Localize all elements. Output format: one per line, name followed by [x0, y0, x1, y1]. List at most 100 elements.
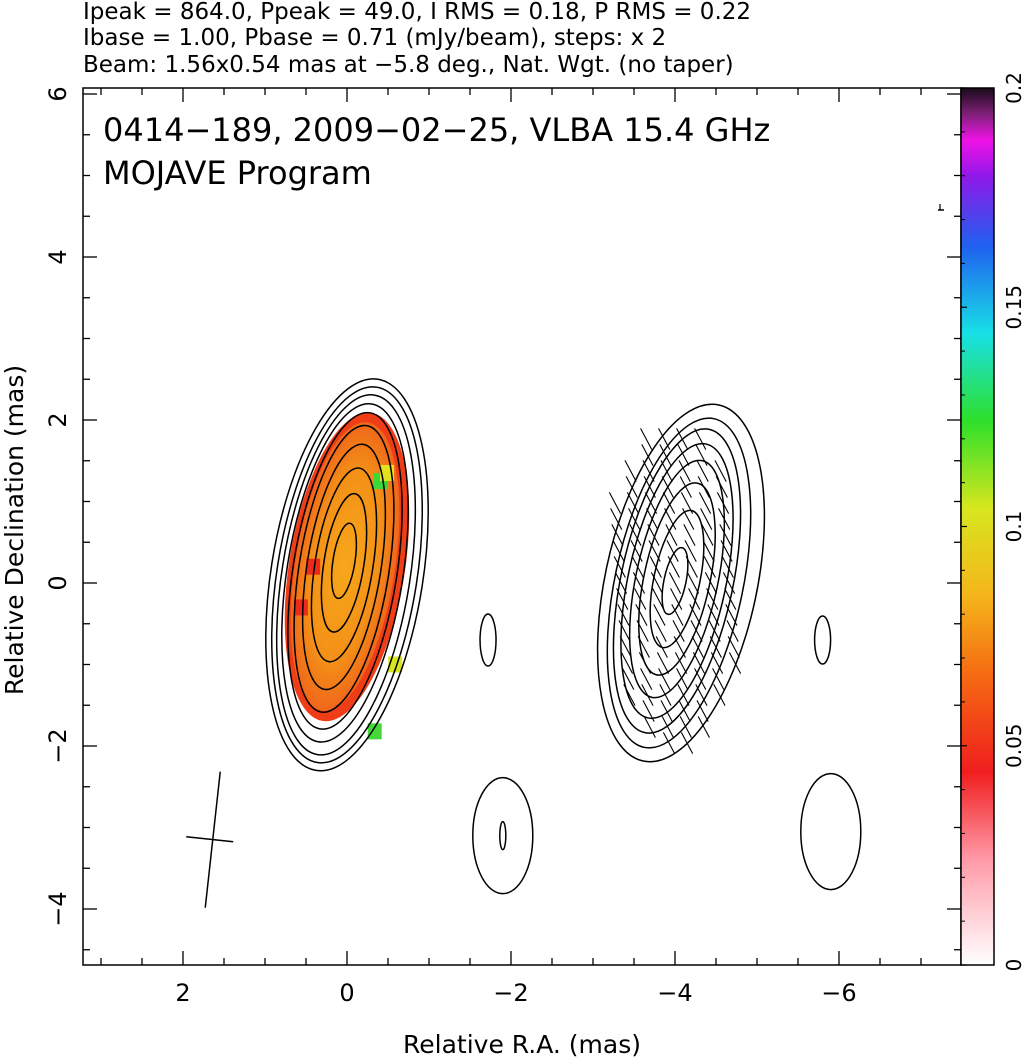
polarization-vector — [608, 492, 622, 514]
polarization-vector — [643, 476, 656, 498]
polarization-vector — [665, 524, 678, 546]
polarization-vector — [707, 604, 720, 626]
polarization-vector — [647, 524, 660, 546]
contour — [270, 386, 424, 764]
polarization-vector — [631, 556, 644, 578]
polarization-vector — [644, 492, 658, 514]
polarization-vector — [642, 700, 655, 722]
polarization-vector — [661, 476, 674, 498]
polarization-vector — [697, 476, 710, 498]
polarization-pixel — [306, 558, 321, 575]
polarization-vector — [667, 556, 680, 578]
polarization-vector — [620, 652, 634, 674]
polarization-vector — [692, 652, 706, 674]
polarization-vector — [674, 652, 688, 674]
polarization-vector — [725, 604, 738, 626]
polarization-vector — [664, 508, 677, 530]
colorbar-tick-label: 0.1 — [1002, 511, 1022, 543]
contour — [293, 424, 395, 713]
polarization-vector — [698, 492, 712, 514]
polarization-vector — [662, 732, 676, 754]
polarization-vector — [689, 604, 702, 626]
polarization-vector — [649, 556, 662, 578]
plot-title: 0414−189, 2009−02−25, VLBA 15.4 GHz — [103, 111, 770, 149]
polarization-vector — [640, 428, 653, 450]
y-tick-label: −2 — [44, 728, 72, 763]
polarization-vector — [671, 604, 684, 626]
colorbar-tick-label: 0.2 — [1002, 72, 1022, 104]
polarization-vector — [646, 508, 659, 530]
polarization-vector — [652, 588, 665, 610]
polarization-vector — [654, 620, 667, 642]
polarization-vector — [617, 604, 630, 626]
polarization-vector — [715, 476, 728, 498]
polarization-vector — [696, 460, 709, 482]
polarization-vector — [680, 732, 694, 754]
polarization-vector — [690, 620, 703, 642]
polarization-vector — [701, 524, 714, 546]
polarization-vector — [679, 716, 692, 738]
polarization-pixel — [367, 723, 382, 740]
polarization-vector — [653, 604, 666, 626]
polarization-vector — [626, 492, 640, 514]
polarization-vector — [718, 508, 731, 530]
plot-subtitle: MOJAVE Program — [103, 154, 372, 192]
contour — [499, 820, 507, 851]
plot-frame — [82, 87, 962, 966]
contour — [628, 459, 726, 699]
image-layer — [186, 204, 944, 908]
y-tick-label: 6 — [44, 86, 72, 101]
polarization-vector — [622, 668, 635, 690]
contour — [287, 411, 403, 730]
polarization-vector — [616, 588, 629, 610]
polarization-vector — [691, 636, 704, 658]
contour — [275, 394, 417, 756]
contour — [320, 492, 368, 633]
polarization-vector — [684, 540, 697, 562]
contour — [638, 482, 716, 676]
polarization-vector — [642, 460, 655, 482]
polarization-vector — [722, 572, 736, 594]
x-tick-label: −2 — [493, 979, 528, 1007]
polarization-vector — [641, 684, 654, 706]
x-axis-label: Relative R.A. (mas) — [403, 1030, 641, 1059]
contour — [606, 417, 752, 749]
header-base-line: Ibase = 1.00, Pbase = 0.71 (mJy/beam), s… — [83, 25, 666, 51]
polarization-vector — [619, 636, 632, 658]
polarization-vector — [696, 700, 709, 722]
x-tick-label: 0 — [339, 979, 354, 1007]
polarization-vector — [728, 652, 742, 674]
polarization-patch — [290, 422, 400, 711]
y-tick-label: 0 — [44, 575, 72, 590]
polarization-vector — [628, 508, 641, 530]
axis-ticks: 2 0 −2 −4 −6 −4 −2 0 2 4 6 — [44, 86, 961, 1007]
contour — [310, 467, 378, 663]
polarization-vector — [656, 652, 670, 674]
y-tick-label: −4 — [44, 891, 72, 926]
polarization-vector — [640, 668, 653, 690]
polarization-vector — [623, 684, 636, 706]
contour — [596, 403, 766, 763]
polarization-vector — [721, 556, 734, 578]
polarization-vector — [714, 460, 727, 482]
polarization-vector — [659, 684, 672, 706]
polarization-vector — [672, 620, 685, 642]
polarization-vector — [660, 460, 673, 482]
polarization-vector — [676, 428, 689, 450]
polarization-vector — [680, 492, 694, 514]
polarization-vector — [625, 476, 638, 498]
polarization-vector — [678, 700, 691, 722]
contour — [301, 443, 387, 691]
polarization-vector — [635, 604, 648, 626]
contour — [330, 522, 358, 600]
polarization-vector — [685, 556, 698, 578]
colorbar-tick-label: 0.15 — [1002, 285, 1022, 330]
polarization-vector — [613, 556, 626, 578]
polarization-vector — [694, 428, 707, 450]
contour — [620, 442, 734, 720]
polarization-vector — [676, 668, 689, 690]
polarization-vector — [614, 572, 628, 594]
polarization-vector — [695, 684, 708, 706]
polarization-vector — [662, 492, 676, 514]
polarization-vector — [724, 588, 737, 610]
